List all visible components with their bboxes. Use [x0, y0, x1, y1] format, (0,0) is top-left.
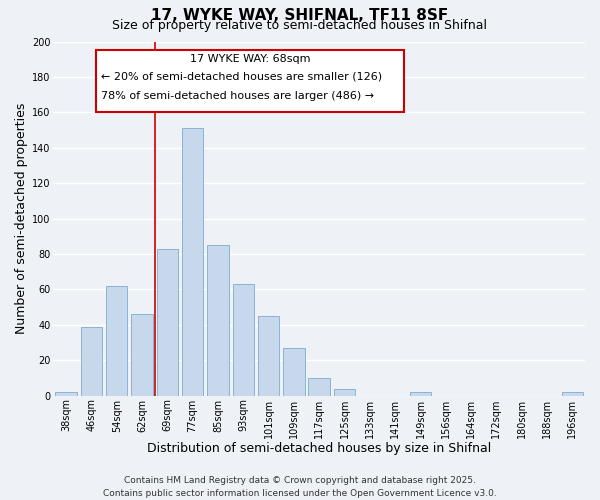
Text: Contains HM Land Registry data © Crown copyright and database right 2025.
Contai: Contains HM Land Registry data © Crown c… [103, 476, 497, 498]
Bar [157, 248, 178, 396]
Y-axis label: Number of semi-detached properties: Number of semi-detached properties [15, 103, 28, 334]
Bar [233, 284, 254, 396]
X-axis label: Distribution of semi-detached houses by size in Shifnal: Distribution of semi-detached houses by … [147, 442, 491, 455]
Bar [55, 392, 77, 396]
Bar [258, 316, 280, 396]
Text: 78% of semi-detached houses are larger (486) →: 78% of semi-detached houses are larger (… [101, 91, 374, 101]
Bar [334, 388, 355, 396]
Text: 17 WYKE WAY: 68sqm: 17 WYKE WAY: 68sqm [190, 54, 310, 64]
Bar [308, 378, 330, 396]
Bar [283, 348, 305, 396]
Bar [410, 392, 431, 396]
Text: 17, WYKE WAY, SHIFNAL, TF11 8SF: 17, WYKE WAY, SHIFNAL, TF11 8SF [151, 8, 449, 22]
FancyBboxPatch shape [96, 50, 404, 112]
Text: ← 20% of semi-detached houses are smaller (126): ← 20% of semi-detached houses are smalle… [101, 72, 382, 82]
Bar [106, 286, 127, 396]
Bar [80, 326, 102, 396]
Text: Size of property relative to semi-detached houses in Shifnal: Size of property relative to semi-detach… [113, 18, 487, 32]
Bar [207, 245, 229, 396]
Bar [131, 314, 153, 396]
Bar [562, 392, 583, 396]
Bar [182, 128, 203, 396]
